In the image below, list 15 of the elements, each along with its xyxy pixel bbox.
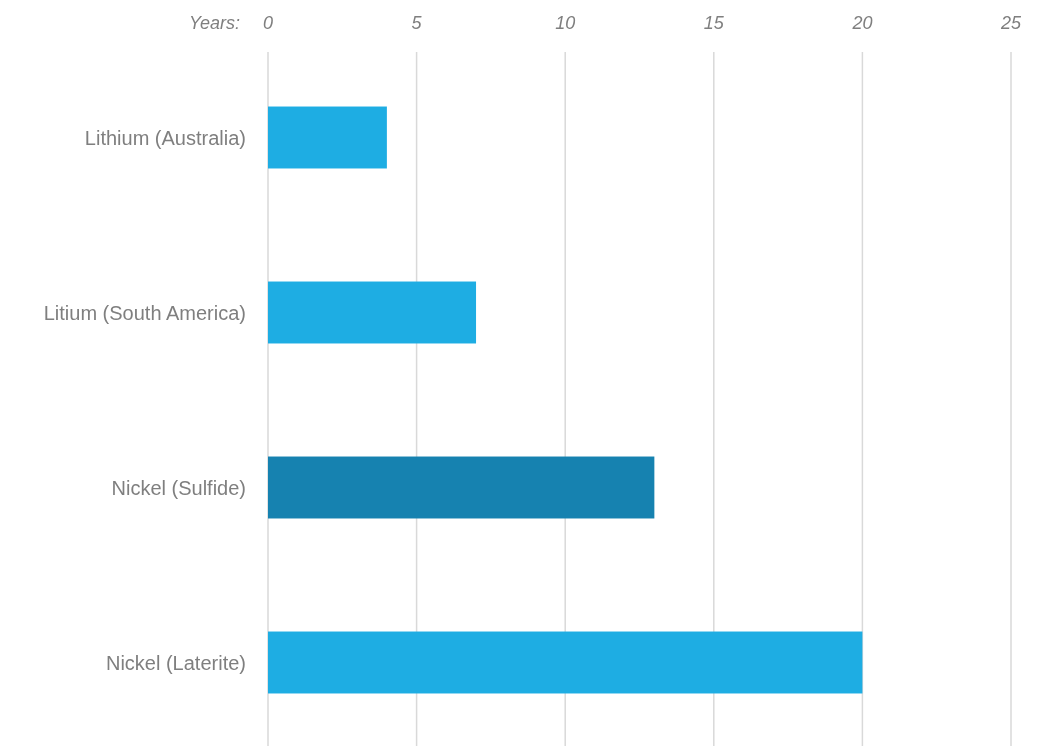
y-tick-label: Litium (South America) bbox=[43, 301, 246, 324]
x-tick-label: 25 bbox=[999, 13, 1022, 33]
bar bbox=[268, 456, 655, 519]
bar bbox=[268, 106, 387, 169]
y-tick-label: Nickel (Sulfide) bbox=[111, 476, 246, 499]
x-tick-label: 20 bbox=[851, 13, 873, 33]
bar bbox=[268, 631, 863, 694]
y-tick-label: Nickel (Laterite) bbox=[105, 651, 246, 674]
y-tick-label: Lithium (Australia) bbox=[84, 126, 246, 149]
x-tick-label: 0 bbox=[262, 13, 274, 33]
bar bbox=[268, 281, 477, 344]
x-tick-label: 5 bbox=[411, 13, 423, 33]
x-axis-title: Years: bbox=[188, 13, 240, 33]
x-tick-label: 10 bbox=[555, 13, 576, 33]
x-tick-label: 15 bbox=[703, 13, 725, 33]
